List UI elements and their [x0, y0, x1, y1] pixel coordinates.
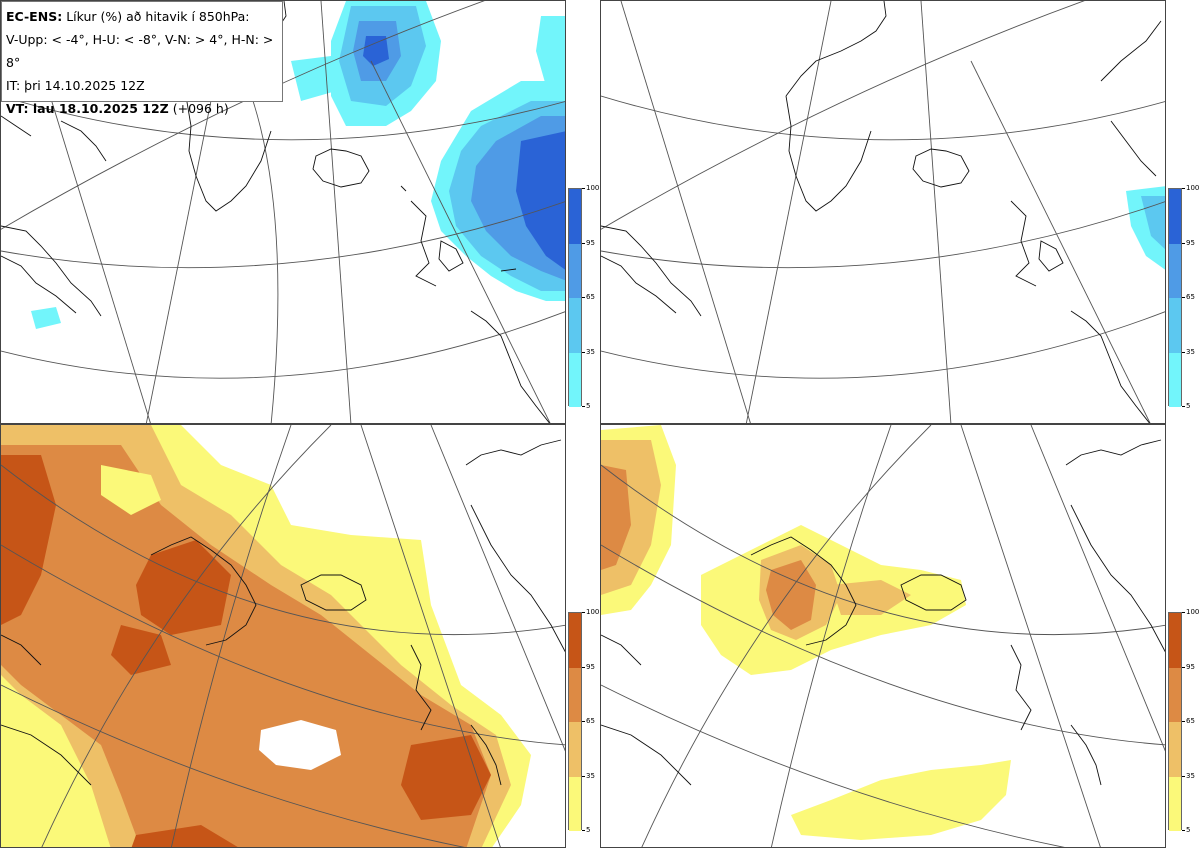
colorbar-lower-left: 100 95 65 35 5 — [568, 608, 599, 834]
colorbar-tick-label: 5 — [586, 826, 591, 834]
colorbar-segment — [569, 189, 581, 244]
graticule-lines — [601, 425, 1165, 847]
colorbar-tick-mark — [1182, 666, 1185, 668]
colorbar-segment — [1169, 667, 1181, 722]
map-lower-right — [601, 425, 1165, 847]
graticule-lines — [1, 425, 565, 847]
colorbar-tick-label: 95 — [586, 662, 595, 671]
panel-lower-right — [600, 424, 1166, 848]
colorbar-segment — [1169, 352, 1181, 407]
colorbar-tick-mark — [582, 612, 585, 613]
colorbar-tick-label: 95 — [586, 238, 595, 247]
colorbar-segment — [569, 298, 581, 353]
colorbar-tick-mark — [582, 666, 585, 668]
coastlines — [601, 439, 1165, 786]
colorbar-segment — [569, 243, 581, 298]
colorbar-tick-label: 95 — [1186, 238, 1195, 247]
map-lower-left — [1, 425, 565, 847]
colorbar-strip — [568, 188, 582, 407]
colorbar-upper-left: 100 95 65 35 5 — [568, 184, 599, 410]
warm-anomaly-field — [1, 425, 531, 847]
colorbar-tick-label: 35 — [586, 771, 595, 780]
colorbar-tick-mark — [582, 297, 585, 298]
map-upper-left — [1, 1, 565, 423]
colorbar-segment — [569, 722, 581, 777]
cold-anomaly-field — [31, 1, 565, 329]
colorbar-tick-mark — [1182, 188, 1185, 189]
colorbar-segment — [569, 613, 581, 668]
colorbar-segment — [569, 776, 581, 831]
colorbar-segment — [569, 667, 581, 722]
colorbar-tick-mark — [582, 721, 585, 722]
colorbar-tick-label: 35 — [1186, 771, 1195, 780]
coastlines — [1, 439, 565, 786]
colorbar-tick-label: 5 — [1186, 826, 1191, 834]
graticule-lines — [601, 1, 1165, 423]
colorbar-tick-label: 35 — [586, 347, 595, 356]
colorbar-segment — [569, 352, 581, 407]
info-box: EC-ENS: Líkur (%) að hitavik í 850hPa: V… — [1, 1, 283, 116]
colorbar-tick-label: 100 — [1186, 608, 1200, 616]
colorbar-tick-mark — [582, 775, 585, 777]
panel-lower-left — [0, 424, 566, 848]
colorbar-tick-label: 65 — [1186, 717, 1195, 725]
colorbar-segment — [1169, 298, 1181, 353]
colorbar-segment — [1169, 776, 1181, 831]
colorbar-tick-mark — [582, 188, 585, 189]
colorbar-tick-label: 65 — [1186, 293, 1195, 301]
warm-anomaly-field — [601, 425, 1011, 840]
colorbar-tick-mark — [1182, 351, 1185, 353]
colorbar-tick-label: 95 — [1186, 662, 1195, 671]
colorbar-segment — [1169, 189, 1181, 244]
colorbar-tick-mark — [582, 351, 585, 353]
panel-upper-left: EC-ENS: Líkur (%) að hitavik í 850hPa: V… — [0, 0, 566, 424]
colorbar-tick-mark — [582, 830, 585, 831]
thresholds-text: V-Upp: < -4°, H-U: < -8°, V-N: > 4°, H-N… — [6, 32, 274, 70]
colorbar-tick-mark — [1182, 830, 1185, 831]
title-text: Líkur (%) að hitavik í 850hPa: — [66, 9, 250, 24]
colorbar-tick-mark — [1182, 775, 1185, 777]
colorbar-tick-mark — [582, 406, 585, 407]
colorbar-tick-label: 100 — [1186, 184, 1200, 192]
init-time-text: IT: þri 14.10.2025 12Z — [6, 78, 145, 93]
map-upper-right — [601, 1, 1165, 423]
colorbar-tick-mark — [1182, 242, 1185, 244]
colorbar-tick-mark — [1182, 612, 1185, 613]
colorbar-segment — [1169, 243, 1181, 298]
colorbar-tick-label: 100 — [586, 184, 600, 192]
colorbar-tick-mark — [1182, 406, 1185, 407]
coastlines — [601, 1, 1162, 423]
colorbar-segment — [1169, 613, 1181, 668]
panel-upper-right — [600, 0, 1166, 424]
colorbar-upper-right: 100 95 65 35 5 — [1168, 184, 1199, 410]
colorbar-tick-label: 65 — [586, 717, 595, 725]
valid-time-label: VT: lau 18.10.2025 12Z — [6, 101, 169, 116]
colorbar-tick-label: 35 — [1186, 347, 1195, 356]
colorbar-tick-label: 65 — [586, 293, 595, 301]
colorbar-strip — [1168, 612, 1182, 831]
model-label: EC-ENS: — [6, 9, 63, 24]
colorbar-strip — [568, 612, 582, 831]
colorbar-tick-mark — [582, 242, 585, 244]
valid-offset-text: (+096 h) — [172, 101, 229, 116]
cold-anomaly-field — [1126, 186, 1165, 270]
colorbar-segment — [1169, 722, 1181, 777]
colorbar-strip — [1168, 188, 1182, 407]
colorbar-lower-right: 100 95 65 35 5 — [1168, 608, 1199, 834]
colorbar-tick-label: 100 — [586, 608, 600, 616]
colorbar-tick-mark — [1182, 297, 1185, 298]
colorbar-tick-mark — [1182, 721, 1185, 722]
colorbar-tick-label: 5 — [1186, 402, 1191, 410]
colorbar-tick-label: 5 — [586, 402, 591, 410]
